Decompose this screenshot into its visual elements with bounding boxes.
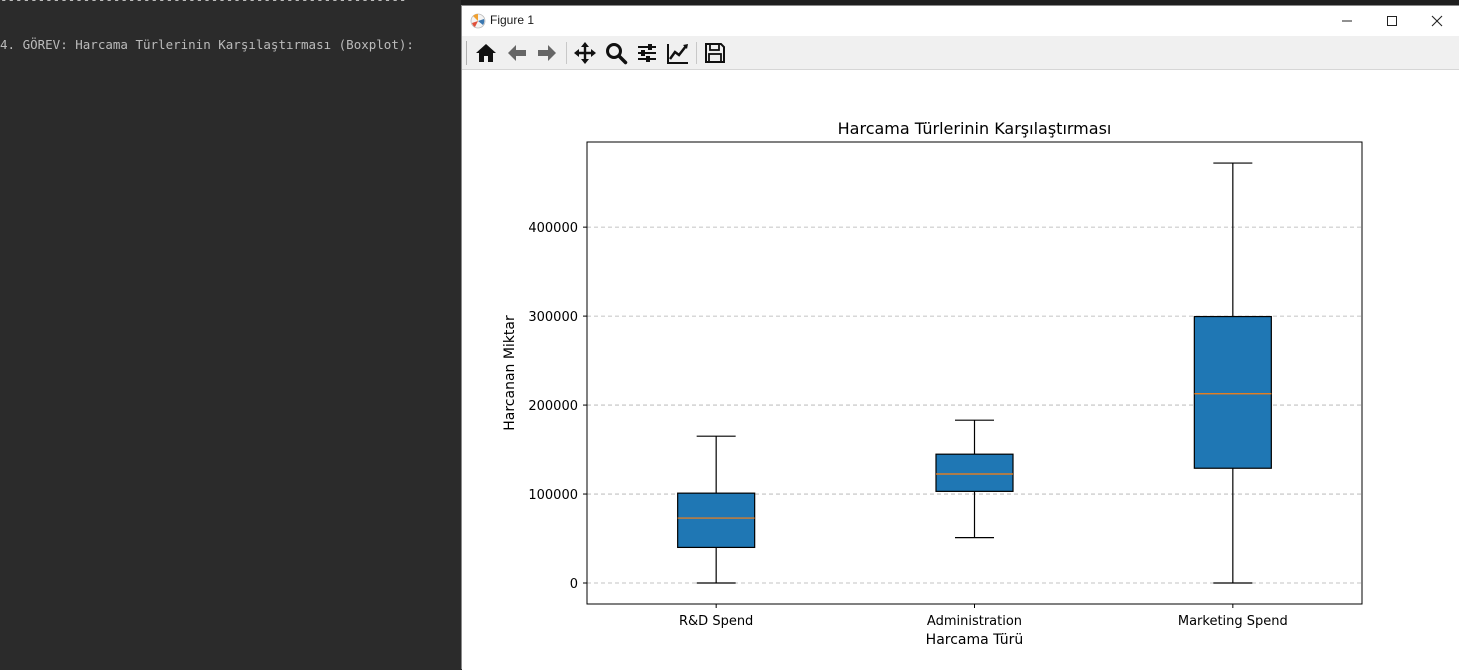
figure-window: Figure 1: [461, 5, 1459, 670]
title-bar[interactable]: Figure 1: [462, 6, 1459, 36]
configure-subplots-button[interactable]: [633, 39, 661, 67]
chart-title: Harcama Türlerinin Karşılaştırması: [838, 119, 1112, 138]
zoom-button[interactable]: [602, 39, 630, 67]
box: [935, 453, 1014, 492]
configure-subplots-icon: [638, 44, 656, 62]
pan-icon: [574, 42, 596, 64]
y-tick-label: 400000: [528, 221, 578, 236]
edit-axis-button[interactable]: [664, 39, 692, 67]
navigation-toolbar: [462, 36, 1459, 70]
box-group: [677, 435, 756, 584]
home-button[interactable]: [472, 39, 500, 67]
y-tick-label: 200000: [528, 399, 578, 414]
box: [1193, 315, 1272, 469]
close-button[interactable]: [1414, 6, 1459, 36]
minimize-button[interactable]: [1324, 6, 1370, 36]
y-tick-label: 100000: [528, 488, 578, 503]
figure-canvas[interactable]: 0 100000 200000 300000 400000 R&D Spend Admin…: [462, 70, 1459, 670]
matplotlib-app-icon: [470, 13, 486, 29]
y-axis-ticks: 0 100000 200000 300000 400000: [528, 221, 587, 592]
save-button[interactable]: [701, 39, 729, 67]
boxes: [677, 162, 1272, 584]
y-tick-label: 0: [570, 577, 578, 592]
toolbar-separator: [696, 42, 697, 64]
terminal-separator: ----------------------------------------…: [0, 0, 406, 7]
edit-axis-icon: [667, 44, 688, 64]
box-group: [1193, 162, 1272, 584]
back-arrow-icon: [508, 45, 526, 61]
minimize-icon: [1342, 20, 1352, 22]
background-strip: [461, 0, 1459, 6]
x-axis-label: Harcama Türü: [926, 632, 1024, 648]
terminal-panel: ----------------------------------------…: [0, 0, 461, 669]
toolbar-grip[interactable]: [466, 41, 467, 65]
terminal-output-line: 4. GÖREV: Harcama Türlerinin Karşılaştır…: [0, 37, 414, 52]
toolbar-separator: [566, 42, 567, 64]
x-tick-label: R&D Spend: [679, 614, 753, 629]
box: [677, 492, 756, 549]
save-icon: [705, 43, 725, 63]
zoom-icon: [606, 43, 628, 65]
x-axis-ticks: R&D Spend Administration Marketing Spend: [679, 604, 1288, 629]
maximize-icon: [1387, 16, 1397, 26]
forward-button[interactable]: [533, 39, 561, 67]
close-icon: [1431, 15, 1443, 27]
y-axis-label: Harcanan Miktar: [502, 315, 518, 431]
box-group: [935, 419, 1014, 539]
pan-button[interactable]: [571, 39, 599, 67]
window-title: Figure 1: [490, 13, 535, 27]
x-tick-label: Marketing Spend: [1178, 614, 1288, 629]
y-tick-label: 300000: [528, 310, 578, 325]
home-icon: [476, 44, 496, 62]
back-button[interactable]: [503, 39, 531, 67]
maximize-button[interactable]: [1369, 6, 1415, 36]
x-tick-label: Administration: [927, 614, 1022, 629]
boxplot-chart: 0 100000 200000 300000 400000 R&D Spend Admin…: [502, 119, 1363, 648]
forward-arrow-icon: [538, 45, 556, 61]
